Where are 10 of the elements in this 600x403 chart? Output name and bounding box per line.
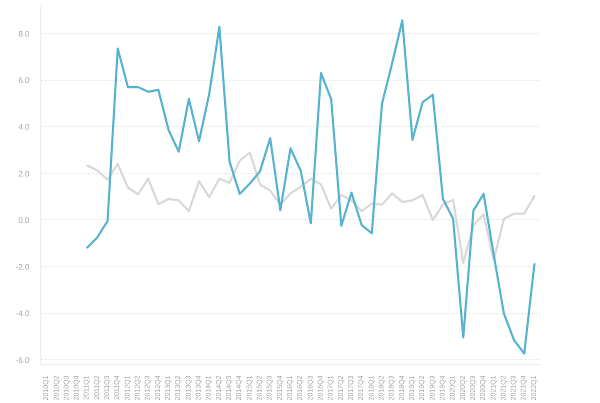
y-tick-label: -6.0 <box>16 356 30 365</box>
line-series <box>86 19 536 355</box>
y-tick-label: -4.0 <box>16 309 30 318</box>
y-tick-label: 4.0 <box>18 122 30 132</box>
line-series <box>86 151 536 264</box>
y-tick-label: 0.0 <box>18 216 30 225</box>
y-tick-label: 2.0 <box>18 169 30 178</box>
y-tick-label: -2.0 <box>16 262 30 272</box>
y-tick-label: 8.0 <box>18 29 30 38</box>
y-tick-label: 6.0 <box>18 76 30 86</box>
